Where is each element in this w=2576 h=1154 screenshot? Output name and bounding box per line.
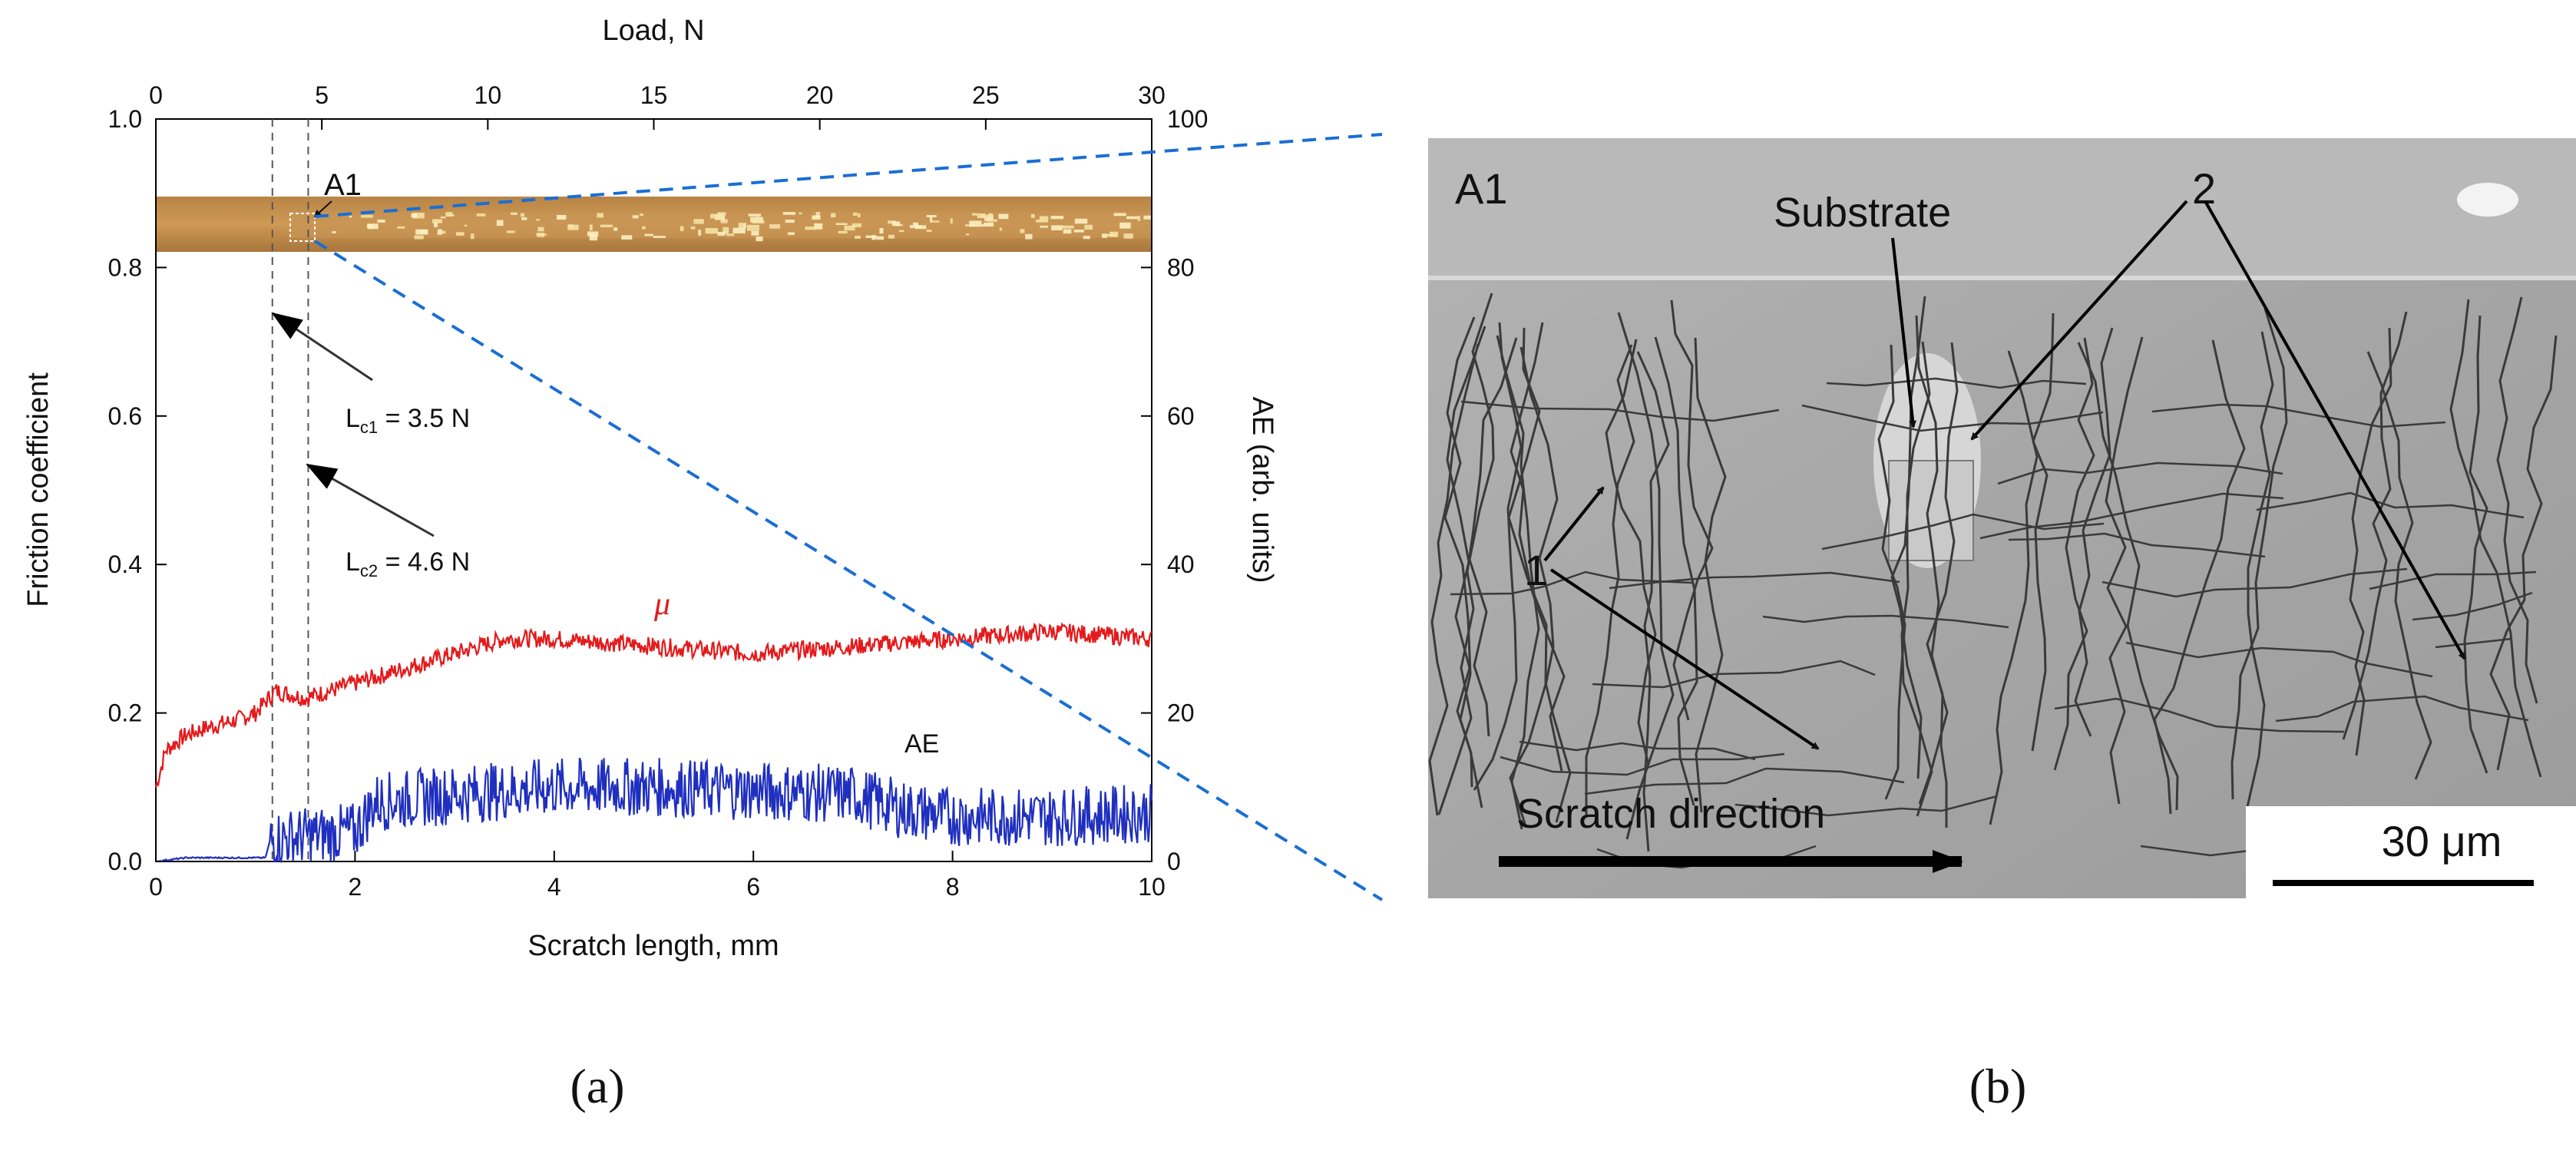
y-tick-label: 0.2 <box>108 699 142 727</box>
region-a1-pointer <box>313 200 332 218</box>
axis-ticks: 0 2 4 6 8 100 5 10 15 20 25 300.00.20.40.60.81.0020… <box>108 81 1209 901</box>
y-tick-label: 1.0 <box>108 105 142 133</box>
region-a1-box <box>289 213 316 242</box>
right-y-tick-label: 100 <box>1167 105 1208 133</box>
x-tick-label: 0 <box>149 873 163 901</box>
panel-b-label: (b) <box>1969 1059 2027 1113</box>
right-y-tick-label: 40 <box>1167 551 1195 578</box>
label-2: 2 <box>2192 164 2216 213</box>
region-a1-label: A1 <box>324 168 362 202</box>
x-tick-label: 2 <box>349 873 362 901</box>
y-axis-title: Friction coefficient <box>22 372 55 607</box>
top-x-tick-label: 30 <box>1138 81 1166 109</box>
sem-micrograph: A1 Substrate 2 1 Scratch direction 30 μm <box>1428 138 2576 898</box>
zoom-connector-top <box>314 133 1383 218</box>
substrate-label: Substrate <box>1774 190 1951 236</box>
friction-ae-chart: 0 2 4 6 8 100 5 10 15 20 25 300.00.20.40.60.81.0020… <box>22 15 1278 962</box>
x-axis-title: Scratch length, mm <box>527 930 779 962</box>
right-y-tick-label: 20 <box>1167 699 1195 727</box>
lc1-arrow <box>271 312 373 382</box>
right-y-axis-title: AE (arb. units) <box>1246 397 1278 584</box>
mu-series-line <box>154 622 1152 788</box>
top-x-tick-label: 20 <box>806 81 834 109</box>
lc2-label: Lc2 = 4.6 N <box>346 547 470 580</box>
top-x-tick-label: 15 <box>640 81 668 109</box>
mu-series-label: μ <box>653 587 670 622</box>
top-x-tick-label: 5 <box>315 81 329 109</box>
top-x-tick-label: 0 <box>149 81 163 109</box>
micrograph-region-label: A1 <box>1455 164 1508 213</box>
right-y-tick-label: 0 <box>1167 848 1181 875</box>
scratch-direction-label: Scratch direction <box>1516 791 1825 837</box>
label-1-arrow-a <box>1543 486 1605 562</box>
x-tick-label: 4 <box>547 873 561 901</box>
label-1-arrow-b <box>1549 568 1820 750</box>
label-2-arrow-b <box>2204 200 2466 660</box>
top-x-tick-label: 10 <box>475 81 502 109</box>
lc1-label: Lc1 = 3.5 N <box>346 404 470 437</box>
x-tick-label: 6 <box>746 873 760 901</box>
y-tick-label: 0.6 <box>108 402 142 430</box>
label-2-arrow-a <box>1970 200 2188 441</box>
x-tick-label: 10 <box>1138 873 1166 901</box>
y-tick-label: 0.4 <box>108 551 142 578</box>
substrate-arrow <box>1891 237 1917 428</box>
lc2-arrow <box>306 463 435 537</box>
ae-series-label: AE <box>904 729 939 759</box>
zoom-connector-bottom <box>313 240 1384 901</box>
top-x-tick-label: 25 <box>972 81 1000 109</box>
scale-bar-label: 30 μm <box>2382 817 2502 865</box>
right-y-tick-label: 60 <box>1167 402 1195 430</box>
y-tick-label: 0.0 <box>108 848 142 875</box>
y-tick-label: 0.8 <box>108 253 142 281</box>
ae-series-line <box>155 757 1153 864</box>
panel-a-label: (a) <box>570 1059 624 1113</box>
label-1: 1 <box>1524 546 1548 594</box>
scratch-track-photo <box>156 197 1152 252</box>
top-x-axis-title: Load, N <box>602 15 704 47</box>
x-tick-label: 8 <box>946 873 960 901</box>
right-y-tick-label: 80 <box>1167 253 1195 281</box>
